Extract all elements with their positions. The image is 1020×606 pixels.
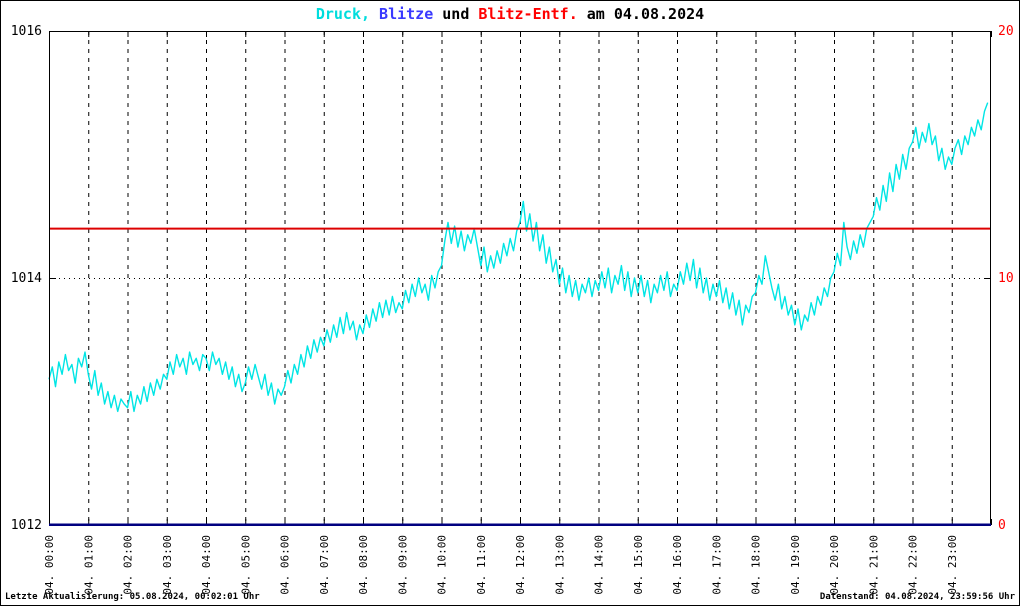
x-tick-label: 04. 03:00: [161, 535, 174, 595]
y-right-tick-label: 10: [998, 271, 1014, 286]
y-left-tick-label: 1012: [11, 518, 42, 533]
x-tick-label: 04. 04:00: [200, 535, 213, 595]
x-tick-label: 04. 00:00: [43, 535, 56, 595]
series-druck: [48, 102, 989, 413]
x-tick-label: 04. 19:00: [789, 535, 802, 595]
x-tick-label: 04. 16:00: [671, 535, 684, 595]
x-tick-label: 04. 12:00: [514, 535, 527, 595]
chart-title: Druck, Blitze und Blitz-Entf. am 04.08.2…: [1, 5, 1019, 23]
x-tick-label: 04. 06:00: [279, 535, 292, 595]
x-tick-label: 04. 10:00: [436, 535, 449, 595]
x-tick-label: 04. 11:00: [475, 535, 488, 595]
data-state-text: Datenstand: 04.08.2024, 23:59:56 Uhr: [819, 592, 1015, 602]
x-tick-label: 04. 23:00: [946, 535, 959, 595]
x-tick-label: 04. 15:00: [632, 535, 645, 595]
x-tick-label: 04. 17:00: [710, 535, 723, 595]
x-tick-label: 04. 21:00: [867, 535, 880, 595]
axis-labels: 1012 1014 1016 0 10 20 04. 00:00 04. 01:00 04. 0…: [11, 24, 1014, 595]
x-tick-label: 04. 02:00: [122, 535, 135, 595]
x-tick-label: 04. 07:00: [318, 535, 331, 595]
x-tick-label: 04. 01:00: [82, 535, 95, 595]
title-segment: Blitze: [379, 5, 434, 23]
y-right-tick-label: 0: [998, 518, 1006, 533]
x-tick-label: 04. 08:00: [357, 535, 370, 595]
title-segment: Blitz-Entf.: [478, 5, 578, 23]
y-right-tick-label: 20: [998, 24, 1014, 39]
y-left-tick-label: 1016: [11, 24, 42, 39]
title-segment: und: [433, 5, 479, 23]
x-tick-label: 04. 18:00: [750, 535, 763, 595]
title-segment: Druck,: [315, 5, 371, 23]
title-segment: am 04.08.2024: [577, 5, 705, 23]
x-tick-label: 04. 22:00: [907, 535, 920, 595]
x-tick-label: 04. 14:00: [593, 535, 606, 595]
x-tick-label: 04. 09:00: [396, 535, 409, 595]
x-tick-label: 04. 05:00: [239, 535, 252, 595]
grid-lines: [49, 31, 991, 525]
x-tick-label: 04. 20:00: [828, 535, 841, 595]
y-left-tick-label: 1014: [11, 271, 42, 286]
x-tick-label: 04. 13:00: [553, 535, 566, 595]
last-update-text: Letzte Aktualisierung: 05.08.2024, 00:02…: [5, 592, 260, 602]
